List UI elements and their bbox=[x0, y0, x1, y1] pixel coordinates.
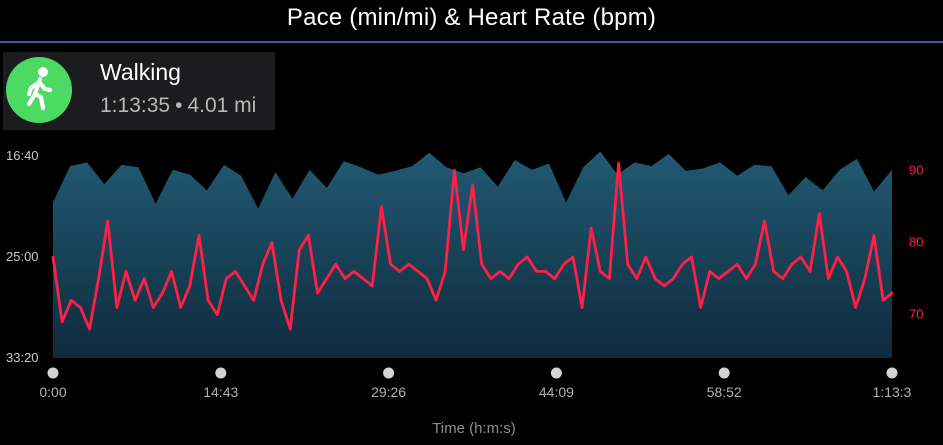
activity-stats: 1:13:35 • 4.01 mi bbox=[100, 94, 256, 118]
x-tick-marker bbox=[550, 367, 562, 379]
pace-tick-label: 33:20 bbox=[6, 350, 39, 365]
workout-duration: 1:13:35 bbox=[100, 94, 171, 117]
heart-rate-tick-label: 90 bbox=[909, 162, 923, 177]
walking-person-icon bbox=[6, 57, 72, 123]
chart-title: Pace (min/mi) & Heart Rate (bpm) bbox=[286, 4, 657, 31]
heart-rate-line bbox=[51, 161, 894, 331]
x-tick-label: 58:52 bbox=[707, 384, 742, 400]
workout-summary-card: Walking 1:13:35 • 4.01 mi bbox=[3, 52, 275, 130]
pace-tick-label: 25:00 bbox=[6, 249, 39, 264]
x-tick-label: 29:26 bbox=[371, 384, 406, 400]
x-tick-marker bbox=[383, 367, 395, 379]
x-tick-marker bbox=[718, 367, 730, 379]
x-tick-label: 14:43 bbox=[203, 384, 238, 400]
x-tick-marker bbox=[886, 367, 898, 379]
heart-rate-tick-label: 70 bbox=[909, 307, 923, 322]
stats-separator: • bbox=[175, 94, 183, 117]
x-tick-label: 44:09 bbox=[539, 384, 574, 400]
activity-name: Walking bbox=[100, 59, 181, 85]
x-tick-label: 1:13:3 bbox=[873, 384, 912, 400]
heart-rate-tick-label: 80 bbox=[909, 235, 923, 250]
pace-area bbox=[53, 151, 892, 358]
x-axis-label: Time (h:m:s) bbox=[432, 420, 516, 437]
workout-distance: 4.01 mi bbox=[187, 94, 257, 117]
x-tick-marker bbox=[47, 367, 59, 379]
x-tick-marker bbox=[215, 367, 227, 379]
pace-tick-label: 16:40 bbox=[6, 148, 39, 163]
title-divider bbox=[0, 41, 943, 43]
x-tick-label: 0:00 bbox=[39, 384, 66, 400]
